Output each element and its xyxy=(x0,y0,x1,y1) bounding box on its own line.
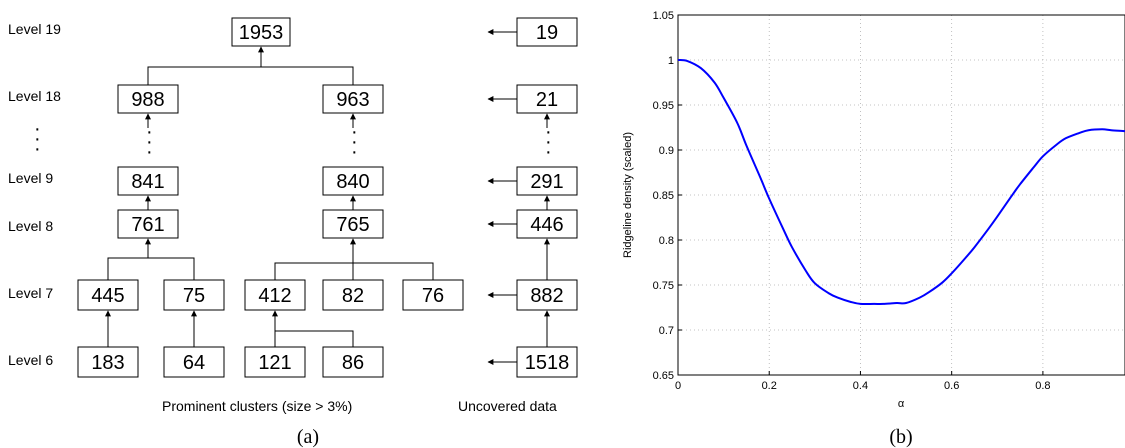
connector-18-to-19 xyxy=(147,66,354,85)
y-tick-label: 0.85 xyxy=(653,190,674,202)
series-line-ridgeline-density xyxy=(677,59,1125,306)
level-8-label: Level 8 xyxy=(8,218,53,234)
chart-grid xyxy=(678,15,1125,375)
x-tick-label: 0.8 xyxy=(1035,380,1050,392)
svg-text:963: 963 xyxy=(336,89,369,111)
y-tick-label: 0.65 xyxy=(653,370,674,382)
y-tick-label: 1 xyxy=(668,55,674,67)
node-level7-d: 82 xyxy=(322,279,384,311)
svg-text:·: · xyxy=(146,141,153,163)
node-level9-right: 840 xyxy=(322,166,384,196)
svg-text:·: · xyxy=(351,141,358,163)
svg-text:·: · xyxy=(351,131,358,153)
node-level18-right: 963 xyxy=(322,84,384,114)
y-tick-label: 0.9 xyxy=(659,145,674,157)
svg-text:841: 841 xyxy=(131,171,164,193)
svg-text:840: 840 xyxy=(336,171,369,193)
y-tick-label: 0.8 xyxy=(659,235,674,247)
svg-text:882: 882 xyxy=(530,285,563,307)
level-6-label: Level 6 xyxy=(8,352,53,368)
node-level8-left: 761 xyxy=(117,209,179,239)
svg-text:·: · xyxy=(34,128,41,150)
chart-ticks: 0 0.2 0.4 0.6 0.8 0.65 0.7 0.75 0.8 0.85 0.9 0.95 1 1… xyxy=(653,10,1051,392)
svg-text:988: 988 xyxy=(131,89,164,111)
node-level18-uncovered: 21 xyxy=(516,84,578,114)
svg-text:1953: 1953 xyxy=(239,22,284,44)
svg-text:75: 75 xyxy=(183,285,205,307)
svg-text:86: 86 xyxy=(342,352,364,374)
svg-text:291: 291 xyxy=(530,171,563,193)
node-level6-c: 121 xyxy=(244,346,306,378)
connector-left-7-to-8 xyxy=(107,257,195,280)
svg-text:121: 121 xyxy=(258,352,291,374)
y-axis-label: Ridgeline density (scaled) xyxy=(622,132,634,258)
svg-text:64: 64 xyxy=(183,352,205,374)
svg-text:761: 761 xyxy=(131,214,164,236)
level-7-label: Level 7 xyxy=(8,285,53,301)
svg-text:·: · xyxy=(545,131,552,153)
svg-text:445: 445 xyxy=(91,285,124,307)
left-column-dots: · xyxy=(146,121,153,143)
node-level7-a: 445 xyxy=(77,279,139,311)
node-level7-e: 76 xyxy=(402,279,464,311)
svg-text:·: · xyxy=(545,141,552,163)
caption-b: (b) xyxy=(889,426,912,448)
svg-text:446: 446 xyxy=(530,214,563,236)
x-tick-label: 0.4 xyxy=(853,380,868,392)
uncovered-column-dots: · xyxy=(545,121,552,143)
node-level7-b: 75 xyxy=(163,279,225,311)
node-level8-uncovered: 446 xyxy=(516,209,578,239)
node-level7-c: 412 xyxy=(244,279,306,311)
prominent-clusters-label: Prominent clusters (size > 3%) xyxy=(162,398,352,414)
svg-text:19: 19 xyxy=(536,22,558,44)
node-level6-b: 64 xyxy=(163,346,225,378)
svg-text:82: 82 xyxy=(342,285,364,307)
node-level18-left: 988 xyxy=(117,84,179,114)
left-ellipsis-dots: · xyxy=(34,118,41,140)
svg-text:1518: 1518 xyxy=(525,352,570,374)
plot-frame xyxy=(677,14,1125,376)
svg-text:21: 21 xyxy=(536,89,558,111)
x-tick-label: 0.2 xyxy=(762,380,777,392)
level-19-label: Level 19 xyxy=(8,21,61,37)
connector-right-7-to-8 xyxy=(274,262,434,280)
y-tick-label: 0.7 xyxy=(659,325,674,337)
svg-text:·: · xyxy=(146,131,153,153)
x-tick-label: 0 xyxy=(675,380,681,392)
svg-text:765: 765 xyxy=(336,214,369,236)
uncovered-data-label: Uncovered data xyxy=(458,398,557,414)
node-level19-root: 1953 xyxy=(231,17,291,47)
caption-a: (a) xyxy=(297,426,319,448)
node-level6-d: 86 xyxy=(322,346,384,378)
right-column-dots: · xyxy=(351,121,358,143)
level-18-label: Level 18 xyxy=(8,88,61,104)
connector-121-86 xyxy=(274,330,354,347)
svg-text:183: 183 xyxy=(91,352,124,374)
x-axis-label: α xyxy=(898,398,905,410)
node-level7-uncovered: 882 xyxy=(516,279,578,311)
y-tick-label: 0.75 xyxy=(653,280,674,292)
node-level8-right: 765 xyxy=(322,209,384,239)
node-level6-a: 183 xyxy=(77,346,139,378)
level-9-label: Level 9 xyxy=(8,170,53,186)
y-tick-label: 0.95 xyxy=(653,100,674,112)
y-tick-label: 1.05 xyxy=(653,10,674,22)
svg-text:·: · xyxy=(34,138,41,160)
x-tick-label: 0.6 xyxy=(944,380,959,392)
svg-text:76: 76 xyxy=(422,285,444,307)
node-level9-left: 841 xyxy=(117,166,179,196)
svg-text:412: 412 xyxy=(258,285,291,307)
